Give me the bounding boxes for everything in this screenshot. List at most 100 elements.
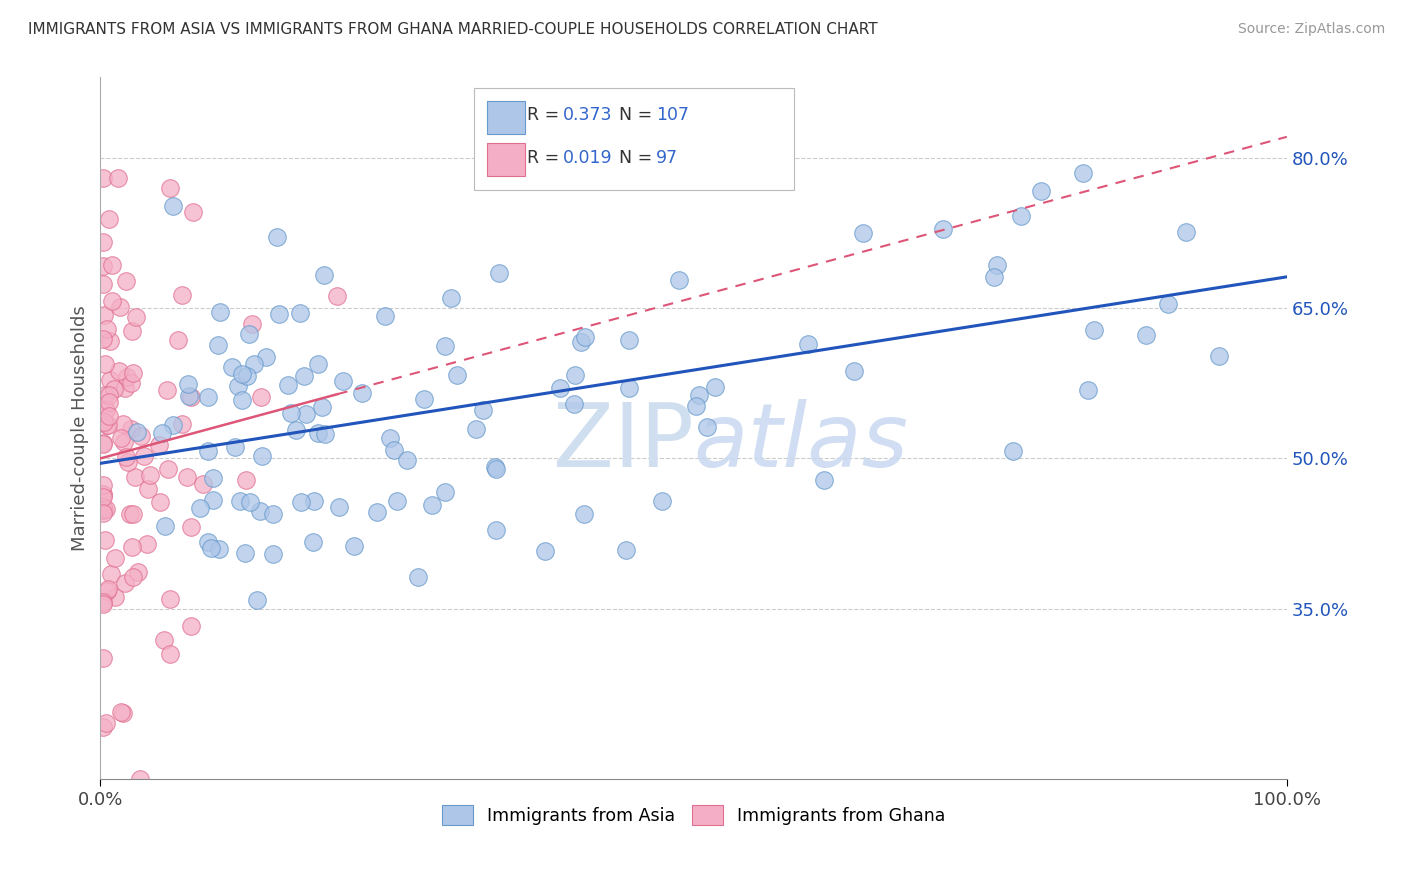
Point xyxy=(94,403,117,417)
Point xyxy=(134,449,156,463)
Point xyxy=(100,567,122,582)
Point xyxy=(183,205,205,219)
Point xyxy=(250,390,273,404)
Point xyxy=(128,772,150,787)
Text: 0.019: 0.019 xyxy=(562,149,613,167)
Point xyxy=(440,291,463,305)
Point xyxy=(120,376,142,390)
Point xyxy=(91,437,114,451)
Point xyxy=(104,551,127,566)
Point xyxy=(464,422,486,436)
Point xyxy=(387,494,409,508)
Point xyxy=(262,547,284,561)
Point xyxy=(290,305,312,319)
Point xyxy=(311,400,333,414)
Point xyxy=(91,259,114,273)
Point xyxy=(153,632,176,647)
Point xyxy=(209,305,232,319)
Point xyxy=(1031,184,1053,198)
Point xyxy=(111,417,134,431)
Point xyxy=(91,720,114,734)
Point xyxy=(180,619,202,633)
Point xyxy=(98,387,121,401)
Point xyxy=(159,181,181,195)
Point xyxy=(176,470,198,484)
Point xyxy=(548,381,571,395)
Point xyxy=(94,533,117,548)
Point xyxy=(231,392,253,407)
Text: IMMIGRANTS FROM ASIA VS IMMIGRANTS FROM GHANA MARRIED-COUPLE HOUSEHOLDS CORRELAT: IMMIGRANTS FROM ASIA VS IMMIGRANTS FROM … xyxy=(28,22,877,37)
Point xyxy=(93,308,115,322)
Point xyxy=(685,399,707,413)
Point xyxy=(122,508,145,522)
Point xyxy=(120,422,142,436)
Point xyxy=(91,597,114,611)
Point xyxy=(100,258,122,272)
Point xyxy=(179,389,201,403)
Point xyxy=(696,419,718,434)
Point xyxy=(250,449,273,463)
Point xyxy=(374,309,396,323)
Point xyxy=(332,374,354,388)
Point xyxy=(122,570,145,584)
Point xyxy=(136,483,159,497)
Point xyxy=(97,211,120,226)
Point xyxy=(277,378,299,392)
Point xyxy=(262,508,284,522)
Point xyxy=(380,431,402,445)
Point xyxy=(127,566,149,580)
Point xyxy=(156,383,179,397)
Point xyxy=(117,455,139,469)
FancyBboxPatch shape xyxy=(486,144,524,176)
Point xyxy=(688,388,710,402)
Point xyxy=(120,507,142,521)
Point xyxy=(651,494,673,508)
Point xyxy=(406,570,429,584)
Point xyxy=(616,542,638,557)
Point xyxy=(202,492,225,507)
Point xyxy=(231,368,253,382)
Point xyxy=(153,519,176,533)
Point xyxy=(97,582,120,596)
Point xyxy=(242,317,264,331)
Point xyxy=(221,359,243,374)
Point xyxy=(342,539,364,553)
Point xyxy=(108,300,131,314)
Point xyxy=(236,369,259,384)
FancyBboxPatch shape xyxy=(486,102,524,134)
Point xyxy=(101,294,124,309)
Point xyxy=(135,537,157,551)
Point xyxy=(238,494,260,508)
Point xyxy=(314,268,336,283)
Point xyxy=(197,534,219,549)
Point xyxy=(98,334,121,348)
Point xyxy=(304,494,326,508)
Point xyxy=(97,418,120,433)
Point xyxy=(433,339,456,353)
Point xyxy=(488,266,510,280)
Point xyxy=(96,584,118,599)
Point xyxy=(129,429,152,443)
Point xyxy=(107,170,129,185)
Point xyxy=(238,326,260,341)
Point xyxy=(485,523,508,537)
Point xyxy=(93,503,115,517)
Point xyxy=(193,477,215,491)
Point xyxy=(93,388,115,402)
Point xyxy=(1010,209,1032,223)
Point xyxy=(285,423,308,437)
Point xyxy=(1077,384,1099,398)
Point xyxy=(91,503,114,517)
Point xyxy=(91,500,114,514)
Point xyxy=(91,651,114,665)
Point xyxy=(114,381,136,395)
Point xyxy=(813,473,835,487)
Point xyxy=(1156,297,1178,311)
Point xyxy=(1001,443,1024,458)
Point xyxy=(188,500,211,515)
Point xyxy=(94,357,117,371)
Point xyxy=(127,425,149,439)
Text: R =: R = xyxy=(527,105,565,124)
Point xyxy=(104,590,127,604)
Point xyxy=(167,333,190,347)
